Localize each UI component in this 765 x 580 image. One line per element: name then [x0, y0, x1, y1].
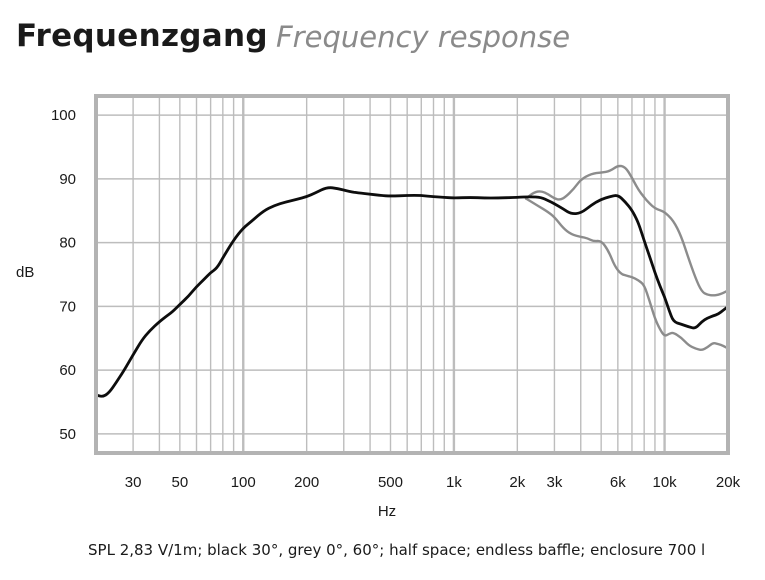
x-tick-label: 50	[171, 474, 188, 491]
y-tick-label: 70	[59, 298, 76, 315]
chart-title-german: Frequenzgang	[16, 18, 268, 54]
y-axis-label: dB	[16, 264, 34, 281]
x-axis-label: Hz	[378, 503, 396, 520]
x-tick-label: 1k	[446, 474, 462, 491]
series-line-grey-60	[524, 197, 730, 351]
x-tick-label: 6k	[610, 474, 626, 491]
y-tick-label: 100	[51, 107, 76, 124]
tick-label-layer: 50 60 70 80 90 100 30 50 100 200 500 1k 2k 3k 6k 10k 20k	[51, 107, 741, 491]
x-tick-label: 100	[231, 474, 256, 491]
series-layer	[94, 164, 730, 398]
x-tick-label: 20k	[716, 474, 741, 491]
x-tick-label: 500	[378, 474, 403, 491]
y-tick-label: 60	[59, 362, 76, 379]
series-line-black	[94, 186, 730, 398]
y-tick-label: 80	[59, 235, 76, 252]
chart-title-english: Frequency response	[276, 20, 571, 54]
x-tick-label: 3k	[547, 474, 563, 491]
x-tick-label: 30	[125, 474, 142, 491]
y-tick-label: 90	[59, 171, 76, 188]
x-tick-label: 2k	[509, 474, 525, 491]
grid-layer	[96, 96, 728, 453]
x-tick-label: 200	[294, 474, 319, 491]
plot-frame	[94, 94, 730, 455]
series-line-grey-0	[524, 164, 730, 297]
y-tick-label: 50	[59, 426, 76, 443]
measurement-caption: SPL 2,83 V/1m; black 30°, grey 0°, 60°; …	[88, 541, 706, 559]
x-tick-label: 10k	[652, 474, 677, 491]
